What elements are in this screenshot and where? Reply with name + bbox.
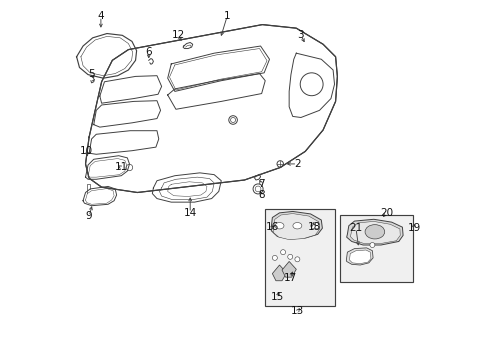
Ellipse shape [310, 222, 319, 229]
Text: 18: 18 [307, 222, 320, 232]
Text: 11: 11 [114, 162, 128, 172]
Text: 13: 13 [290, 306, 304, 316]
Polygon shape [282, 261, 296, 277]
Text: 1: 1 [224, 11, 230, 21]
Text: 20: 20 [379, 208, 392, 218]
Text: 16: 16 [265, 222, 279, 232]
Text: 10: 10 [80, 146, 93, 156]
Ellipse shape [292, 222, 301, 229]
Circle shape [294, 257, 299, 262]
Polygon shape [346, 248, 372, 265]
Polygon shape [85, 24, 337, 193]
Polygon shape [85, 24, 337, 193]
Ellipse shape [365, 225, 384, 239]
Text: 12: 12 [171, 30, 184, 40]
Circle shape [272, 255, 277, 260]
Text: 6: 6 [145, 47, 152, 57]
Circle shape [369, 243, 374, 248]
Bar [340, 215, 413, 282]
Circle shape [287, 254, 292, 259]
Polygon shape [271, 211, 322, 239]
Text: 19: 19 [407, 223, 420, 233]
Ellipse shape [274, 222, 284, 229]
Text: 3: 3 [297, 30, 304, 40]
Text: 7: 7 [258, 179, 264, 189]
Polygon shape [349, 250, 370, 264]
Text: 14: 14 [183, 208, 197, 218]
Text: 9: 9 [85, 211, 92, 221]
Bar [264, 208, 334, 306]
Circle shape [126, 164, 132, 171]
Text: 5: 5 [88, 68, 95, 78]
Polygon shape [349, 221, 400, 244]
Polygon shape [346, 219, 402, 245]
Polygon shape [273, 213, 319, 240]
Text: 21: 21 [348, 223, 362, 233]
Text: 4: 4 [98, 12, 104, 21]
Polygon shape [272, 265, 286, 281]
Text: 8: 8 [258, 190, 264, 200]
Circle shape [280, 249, 285, 255]
Text: 17: 17 [283, 273, 296, 283]
Circle shape [253, 184, 263, 194]
Circle shape [276, 161, 283, 167]
Text: 2: 2 [293, 159, 300, 169]
Text: 15: 15 [270, 292, 284, 302]
